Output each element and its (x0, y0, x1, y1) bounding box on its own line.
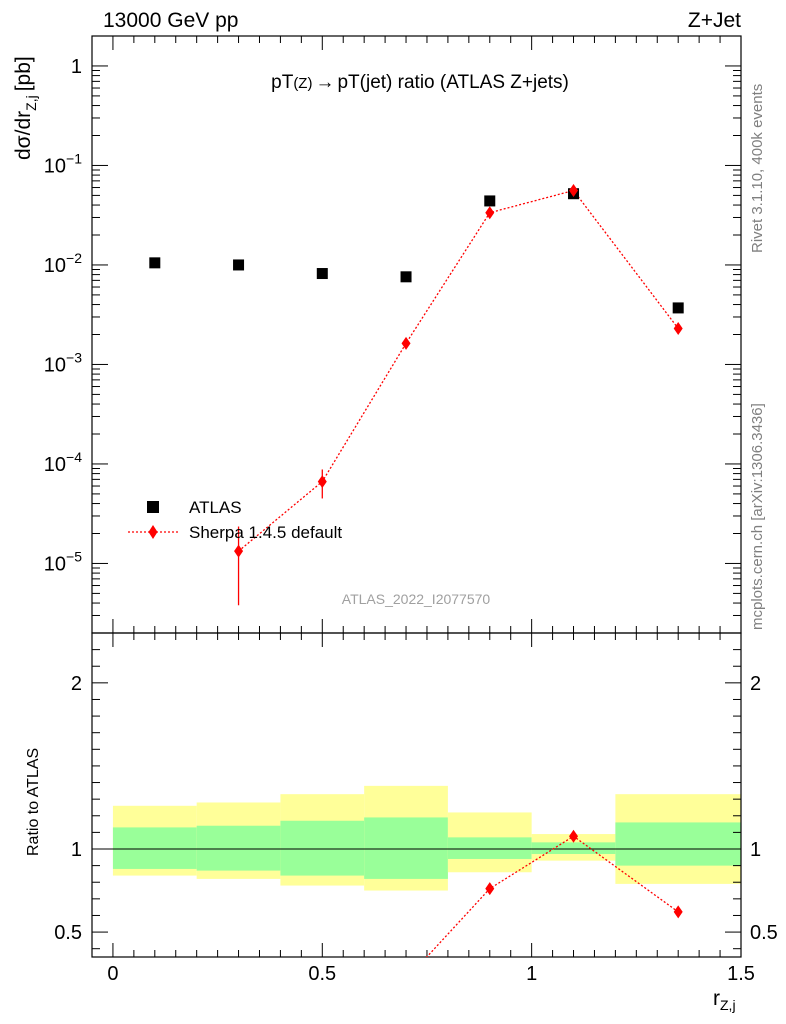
data-point-0 (149, 257, 161, 269)
ratio-uncertainty-bands (112, 785, 741, 891)
y-tick-label-exp-3: −3 (66, 349, 82, 365)
y-tick-label-exp-1: −1 (66, 150, 82, 166)
mc-ratio-point-6 (673, 905, 683, 919)
ratio-tick-label-left-2: 2 (71, 673, 82, 695)
mc-point-5 (569, 184, 579, 198)
band-inner-1 (196, 825, 281, 871)
x-tick-label-1: 0.5 (308, 963, 336, 985)
mc-point-3 (401, 336, 411, 350)
y-tick-label-5: 10−5 (44, 548, 82, 575)
process-label: Z+Jet (688, 9, 741, 32)
y-tick-label-exp-5: −5 (66, 548, 82, 564)
ratio-frame (91, 632, 742, 958)
energy-label: 13000 GeV pp (103, 9, 238, 32)
legend-atlas-label: ATLAS (189, 498, 242, 517)
y-axis-label: dσ/drZ,j [pb] (12, 56, 39, 160)
x-tick-label-0: 0 (107, 963, 118, 985)
band-inner-0 (112, 827, 197, 869)
analysis-id: ATLAS_2022_I2077570 (342, 591, 491, 607)
y-axis-label-main: dσ/dr (12, 111, 35, 160)
mc-ratio-line (425, 835, 679, 957)
y-tick-label-0: 1 (71, 56, 82, 78)
x-tick-label-2: 1 (526, 963, 537, 985)
chart-title-a: pT (271, 72, 294, 93)
mc-ratio-point-5 (569, 829, 579, 843)
ratio-tick-label-right-1: 1 (750, 839, 761, 861)
y-tick-label-2: 10−2 (44, 250, 82, 277)
band-inner-2 (280, 820, 365, 876)
mc-point-2 (317, 475, 327, 489)
y-tick-label-base-5: 10 (44, 553, 66, 575)
mc-point-6 (673, 321, 683, 335)
legend-sherpa-marker (148, 525, 158, 539)
y-tick-label-base-3: 10 (44, 354, 66, 376)
x-tick-label-3: 1.5 (727, 963, 755, 985)
y-axis-label-unit: [pb] (12, 56, 35, 91)
ratio-tick-label-left-0: 0.5 (54, 922, 82, 944)
y-tick-label-base-2: 10 (44, 255, 66, 277)
mc-point-4 (485, 206, 495, 220)
ratio-tick-label-right-2: 2 (750, 673, 761, 695)
legend-atlas-marker (147, 501, 159, 513)
x-axis-label: rZ,j (713, 987, 736, 1013)
mc-line (238, 189, 679, 552)
y-tick-label-exp-2: −2 (66, 250, 82, 266)
data-point-3 (400, 271, 412, 283)
y-tick-label-exp-4: −4 (66, 449, 82, 465)
data-point-4 (484, 195, 496, 207)
mc-ratio-point-4 (485, 882, 495, 896)
y-tick-label-base-0: 1 (71, 56, 82, 78)
y-tick-label-3: 10−3 (44, 349, 82, 376)
data-series (149, 184, 684, 957)
chart-title-arrow: → (315, 72, 334, 93)
data-point-2 (316, 268, 328, 280)
chart-title: pT(Z) → pT(jet) ratio (ATLAS Z+jets) (271, 72, 569, 93)
ratio-tick-label-left-1: 1 (71, 839, 82, 861)
band-inner-3 (364, 817, 448, 879)
band-inner-4 (447, 837, 532, 859)
y-tick-label-base-4: 10 (44, 454, 66, 476)
x-axis-label-sub: Z,j (720, 997, 736, 1013)
chart-title-c: pT(jet) ratio (ATLAS Z+jets) (337, 72, 568, 93)
data-point-6 (672, 302, 684, 314)
mc-point-1 (234, 544, 244, 558)
legend: ATLAS Sherpa 1.4.5 default (128, 498, 342, 542)
rivet-label: Rivet 3.1.10, 400k events (749, 84, 766, 253)
y-tick-label-4: 10−4 (44, 449, 82, 476)
ratio-tick-label-right-0: 0.5 (750, 922, 778, 944)
mcplots-label: mcplots.cern.ch [arXiv:1306.3436] (749, 403, 766, 630)
y-tick-label-1: 10−1 (44, 150, 82, 177)
chart-title-b: (Z) (293, 75, 312, 92)
band-inner-5 (531, 842, 616, 854)
legend-sherpa-label: Sherpa 1.4.5 default (189, 523, 342, 542)
y-axis-label-sub: Z,j (23, 95, 39, 111)
y-tick-label-base-1: 10 (44, 155, 66, 177)
ratio-axis-label: Ratio to ATLAS (25, 748, 42, 856)
main-frame (91, 35, 742, 634)
band-inner-6 (615, 822, 741, 866)
data-point-1 (233, 259, 245, 271)
x-axis-label-main: r (713, 987, 720, 1010)
